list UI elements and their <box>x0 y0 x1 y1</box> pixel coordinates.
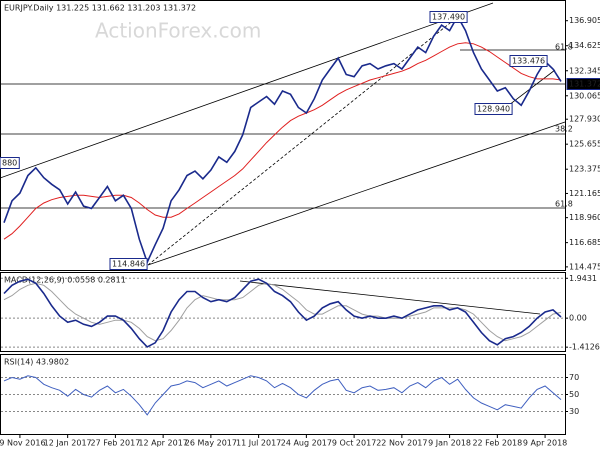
annotation-box <box>566 78 600 90</box>
y-tick-label: 125.655 <box>569 140 600 149</box>
macd-panel <box>0 272 566 352</box>
x-tick-label: 9 Jan 2018 <box>428 439 471 448</box>
macd-title: MACD(12,26,9) 0.0558 0.2811 <box>4 276 126 285</box>
x-tick-label: 12 Jan 2017 <box>44 439 92 448</box>
y-tick-label: 114.475 <box>569 262 600 271</box>
rsi-title: RSI(14) 43.9802 <box>4 358 69 367</box>
series-line <box>3 42 562 240</box>
y-tick-label: 30 <box>569 407 579 416</box>
annotation: 38.2 <box>555 125 573 134</box>
y-tick-label: 118.960 <box>569 213 600 222</box>
annotation: 114.846 <box>112 260 145 269</box>
x-tick-label: 22 Feb 2018 <box>472 439 522 448</box>
x-tick-label: 22 Nov 2017 <box>376 439 427 448</box>
annotation-box <box>429 11 468 23</box>
y-tick-label: 134.625 <box>569 41 600 50</box>
annotation: 137.490 <box>432 13 465 22</box>
y-tick-label: -1.4126 <box>569 343 600 352</box>
annotation-box <box>0 157 20 169</box>
annotation: 61.8 <box>555 43 573 52</box>
macd-trend-line <box>239 280 541 315</box>
x-tick-label: 11 Jul 2017 <box>236 439 281 448</box>
annotation-box <box>109 258 148 270</box>
channel-mid <box>147 14 461 266</box>
x-tick-label: 9 Oct 2017 <box>332 439 376 448</box>
annotation: 128.940 <box>477 105 510 114</box>
series-line <box>3 14 562 265</box>
x-tick-label: 26 May 2017 <box>185 439 237 448</box>
annotation: 133.476 <box>512 57 545 66</box>
y-tick-label: 50 <box>569 390 579 399</box>
x-tick-label: 29 Nov 2016 <box>0 439 46 448</box>
annotation: 131.372 <box>569 80 600 89</box>
y-tick-label: 132.345 <box>569 66 600 75</box>
channel-top <box>0 2 494 179</box>
channel-bottom <box>147 121 566 266</box>
annotation: 880 <box>2 159 17 168</box>
y-tick-label: 70 <box>569 373 579 382</box>
y-tick-label: 136.905 <box>569 16 600 25</box>
annotation: 61.8 <box>555 200 573 209</box>
x-tick-label: 27 Feb 2017 <box>91 439 141 448</box>
y-tick-label: 123.375 <box>569 165 600 174</box>
watermark: ActionForex.com <box>95 19 261 43</box>
price-panel <box>0 0 566 271</box>
y-tick-label: 116.685 <box>569 238 600 247</box>
x-tick-label: 9 Apr 2018 <box>523 439 567 448</box>
y-tick-label: 127.930 <box>569 115 600 124</box>
y-tick-label: 1.9431 <box>569 274 597 283</box>
series-line <box>3 278 562 348</box>
price-title: EURJPY.Daily 131.225 131.662 131.203 131… <box>4 4 196 13</box>
y-tick-label: 130.065 <box>569 91 600 100</box>
y-tick-label: 121.165 <box>569 189 600 198</box>
series-line <box>3 375 562 416</box>
y-tick-label: 0.00 <box>569 314 587 323</box>
annotation-box <box>474 103 513 115</box>
annotation-box <box>509 55 548 67</box>
x-tick-label: 12 Apr 2017 <box>138 439 187 448</box>
x-tick-label: 24 Aug 2017 <box>281 439 332 448</box>
